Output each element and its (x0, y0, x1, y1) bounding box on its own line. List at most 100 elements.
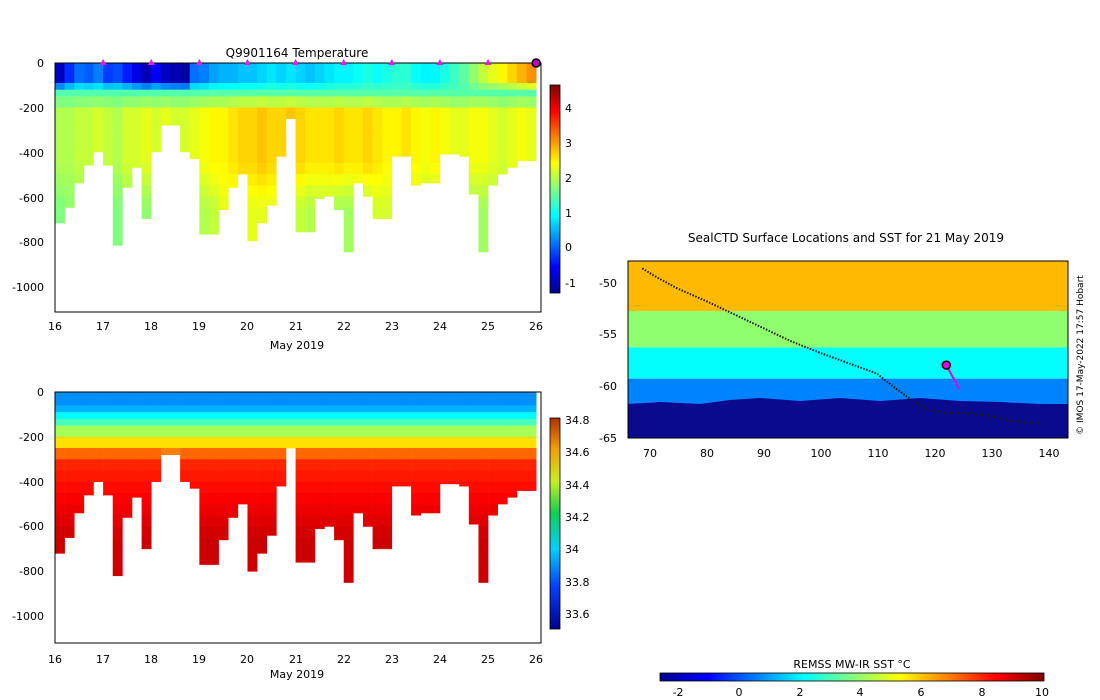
salinity-cell (285, 412, 296, 420)
salinity-cell (55, 548, 65, 554)
temperature-cell (362, 83, 373, 90)
temperature-cell (122, 118, 133, 130)
temperature-cell (160, 118, 171, 126)
salinity-cell (93, 459, 104, 471)
temperature-cell (478, 218, 489, 231)
salinity-cell (64, 448, 75, 460)
salinity-cell (420, 504, 431, 514)
salinity-cell (420, 412, 431, 420)
salinity-cell (93, 418, 104, 426)
salinity-cell (83, 436, 94, 449)
temperature-cell (103, 96, 114, 108)
temperature-y-tick: -1000 (12, 281, 44, 294)
salinity-cell (228, 412, 239, 420)
salinity-cell (439, 405, 450, 413)
temperature-y-tick: -800 (19, 236, 44, 249)
temperature-cell (122, 129, 133, 142)
temperature-cell (55, 185, 65, 197)
salinity-cell (257, 412, 268, 420)
temperature-x-tick: 25 (481, 320, 495, 333)
salinity-cell (324, 398, 335, 406)
temperature-cell (257, 89, 268, 97)
temperature-cell (334, 63, 345, 70)
temperature-x-tick: 24 (433, 320, 447, 333)
temperature-cell (314, 185, 325, 197)
salinity-cell (131, 436, 142, 449)
temperature-cell (141, 129, 152, 142)
temperature-cell (112, 140, 123, 153)
salinity-cell (180, 405, 191, 413)
salinity-cell (112, 548, 123, 561)
temperature-cell (459, 140, 470, 153)
salinity-cell (314, 459, 325, 471)
temperature-cell (305, 76, 316, 84)
temperature-cell (526, 69, 537, 77)
salinity-cell (141, 515, 152, 527)
salinity-cell (266, 398, 277, 406)
salinity-cell (391, 398, 402, 406)
salinity-cell (411, 425, 421, 438)
temperature-cell (199, 89, 210, 97)
temperature-cell (430, 69, 441, 77)
temperature-cell (314, 76, 325, 84)
temperature-cell (391, 83, 402, 90)
salinity-cell (314, 492, 325, 505)
salinity-cell (468, 398, 479, 406)
salinity-cell (122, 492, 133, 505)
temperature-cell (228, 185, 239, 188)
temperature-cell (189, 76, 200, 84)
salinity-x-ticks: 16 17 18 19 20 21 22 23 24 25 26 (48, 653, 543, 666)
salinity-cell (160, 418, 171, 426)
temperature-cell (83, 118, 94, 130)
temperature-cell (112, 118, 123, 130)
temperature-cell (208, 140, 219, 153)
salinity-cell (112, 526, 123, 538)
temperature-cell (257, 196, 268, 208)
salinity-cell (228, 418, 239, 426)
temperature-cell (488, 69, 498, 77)
salinity-cell (218, 425, 229, 438)
salinity-cell (382, 537, 393, 550)
temperature-cell (103, 151, 114, 164)
temperature-cell (362, 63, 373, 70)
temperature-cell (305, 96, 316, 108)
temperature-cell (382, 140, 393, 153)
salinity-cell (295, 448, 306, 460)
temperature-cell (228, 118, 239, 130)
salinity-cell (391, 470, 402, 482)
salinity-cell (391, 459, 402, 471)
temperature-cell (420, 140, 431, 153)
salinity-cell (372, 405, 383, 413)
temperature-cell (112, 174, 123, 186)
salinity-cell (228, 436, 239, 449)
surface-markers (99, 59, 492, 65)
temperature-cell (64, 151, 75, 164)
salinity-cell (343, 481, 354, 494)
salinity-cell (334, 412, 345, 420)
temperature-cell (64, 129, 75, 142)
salinity-cell (478, 425, 489, 438)
temperature-cell (401, 151, 412, 157)
temperature-cell (276, 140, 287, 153)
temperature-cell (276, 129, 287, 142)
salinity-cell (430, 418, 441, 426)
salinity-y-tick: -400 (19, 476, 44, 489)
temperature-colorbar-tick: 1 (565, 207, 572, 220)
salinity-cell (478, 412, 489, 420)
temperature-cell (488, 96, 498, 108)
temperature-cell (497, 96, 508, 108)
salinity-cell (170, 392, 181, 400)
salinity-cell (362, 398, 373, 406)
salinity-axes-frame (54, 391, 542, 644)
temperature-cell (189, 89, 200, 97)
temperature-cell (74, 89, 85, 97)
salinity-y-tick: 0 (37, 386, 44, 399)
temperature-cell (112, 69, 123, 77)
salinity-cell (189, 392, 200, 400)
temperature-cell (122, 107, 133, 119)
salinity-cell (74, 459, 85, 471)
temperature-cell (55, 69, 65, 77)
salinity-cell (103, 392, 114, 400)
salinity-cell (362, 481, 373, 494)
temperature-cell (103, 76, 114, 84)
